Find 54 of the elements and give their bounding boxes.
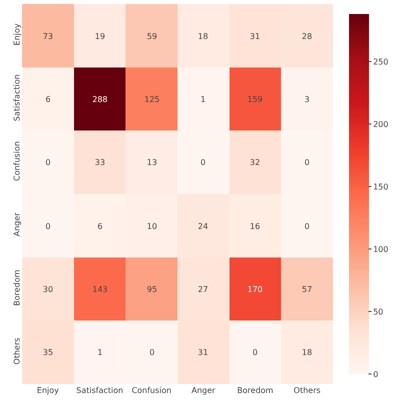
data-label: 159	[247, 94, 263, 104]
data-label: 18	[198, 32, 208, 41]
data-label: 13	[146, 158, 158, 167]
data-label: 31	[250, 32, 260, 41]
data-label: 95	[146, 284, 158, 294]
data-label: 143	[92, 284, 108, 294]
x-tick-label: Enjoy	[36, 386, 60, 395]
data-label: 24	[198, 222, 208, 231]
data-label: 1	[200, 94, 206, 104]
color-bar-label: 150	[373, 182, 388, 192]
data-label: 57	[302, 284, 312, 294]
y-tick-label: Satisfaction	[12, 74, 22, 122]
data-label: 125	[144, 94, 160, 104]
data-label: 16	[250, 222, 260, 231]
y-tick-label: Enjoy	[12, 23, 22, 46]
data-label: 73	[42, 32, 54, 41]
data-label: 19	[94, 32, 106, 41]
data-label: 33	[94, 158, 106, 167]
data-label: 1	[97, 348, 103, 357]
data-label: 10	[146, 222, 158, 231]
data-label: 0	[252, 348, 258, 357]
data-label: 3	[304, 94, 310, 104]
y-tick-label: Confusion	[12, 141, 22, 182]
data-label: 6	[45, 94, 51, 104]
y-tick-label: Boredom	[12, 270, 22, 306]
data-label: 6	[97, 222, 103, 231]
data-label: 0	[45, 158, 51, 167]
y-tick-label: Anger	[12, 212, 22, 236]
data-label: 30	[42, 284, 54, 294]
data-label: 170	[247, 284, 263, 294]
x-tick-label: Anger	[192, 386, 216, 395]
data-label: 59	[146, 32, 158, 41]
data-label: 0	[200, 158, 206, 167]
data-label: 35	[42, 348, 54, 357]
x-tick-label: Confusion	[132, 386, 172, 395]
data-label: 288	[92, 94, 108, 104]
y-tick-label: Others	[12, 338, 22, 365]
color-bar-label: 50	[373, 307, 384, 316]
data-label: 0	[149, 348, 155, 357]
color-bar-label: 200	[373, 120, 388, 129]
color-bar-label: 250	[373, 57, 388, 66]
data-label: 18	[302, 348, 312, 357]
color-bar-label: 100	[373, 244, 388, 254]
data-label: 32	[250, 158, 260, 167]
data-label: 0	[45, 222, 51, 231]
x-tick-label: Boredom	[237, 386, 274, 395]
data-label: 0	[304, 222, 310, 231]
x-tick-label: Others	[294, 386, 321, 395]
data-label: 28	[302, 32, 312, 41]
data-label: 27	[198, 284, 208, 294]
x-tick-label: Satisfaction	[76, 386, 124, 395]
color-bar-label: 0	[373, 370, 378, 379]
data-label: 0	[304, 158, 310, 167]
data-label: 31	[198, 348, 208, 357]
